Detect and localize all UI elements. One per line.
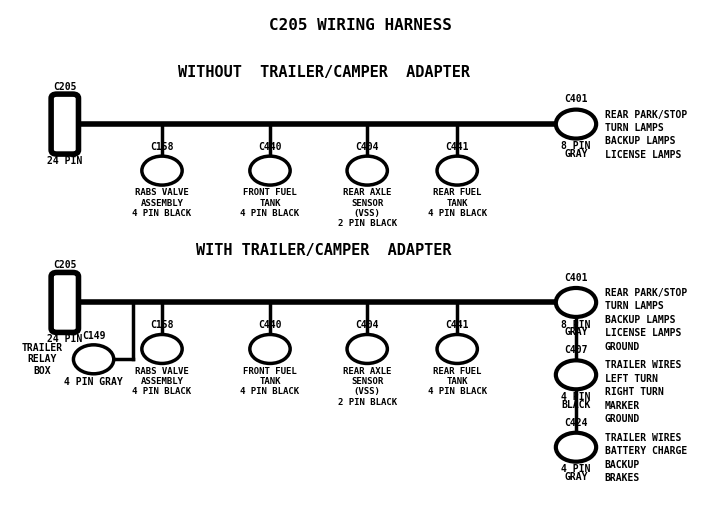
Text: RABS VALVE
ASSEMBLY
4 PIN BLACK: RABS VALVE ASSEMBLY 4 PIN BLACK xyxy=(132,367,192,397)
Text: BATTERY CHARGE: BATTERY CHARGE xyxy=(605,446,687,456)
Text: WITHOUT  TRAILER/CAMPER  ADAPTER: WITHOUT TRAILER/CAMPER ADAPTER xyxy=(178,65,470,80)
Circle shape xyxy=(250,156,290,185)
Text: REAR AXLE
SENSOR
(VSS)
2 PIN BLACK: REAR AXLE SENSOR (VSS) 2 PIN BLACK xyxy=(338,188,397,229)
Text: LICENSE LAMPS: LICENSE LAMPS xyxy=(605,328,681,338)
Circle shape xyxy=(142,156,182,185)
Text: TRAILER WIRES: TRAILER WIRES xyxy=(605,433,681,443)
FancyBboxPatch shape xyxy=(51,272,78,332)
Text: 4 PIN: 4 PIN xyxy=(562,392,590,402)
Text: 24 PIN: 24 PIN xyxy=(48,156,82,166)
Text: TRAILER
RELAY
BOX: TRAILER RELAY BOX xyxy=(22,343,63,376)
Circle shape xyxy=(347,334,387,363)
Text: REAR AXLE
SENSOR
(VSS)
2 PIN BLACK: REAR AXLE SENSOR (VSS) 2 PIN BLACK xyxy=(338,367,397,407)
Text: TURN LAMPS: TURN LAMPS xyxy=(605,123,664,133)
Text: REAR FUEL
TANK
4 PIN BLACK: REAR FUEL TANK 4 PIN BLACK xyxy=(428,367,487,397)
Text: C401: C401 xyxy=(564,273,588,283)
Text: C440: C440 xyxy=(258,321,282,330)
Text: C441: C441 xyxy=(446,142,469,152)
Text: GROUND: GROUND xyxy=(605,342,640,352)
Text: TURN LAMPS: TURN LAMPS xyxy=(605,301,664,311)
Circle shape xyxy=(437,156,477,185)
Circle shape xyxy=(556,433,596,462)
Text: TRAILER WIRES: TRAILER WIRES xyxy=(605,360,681,370)
Circle shape xyxy=(556,360,596,389)
Text: REAR FUEL
TANK
4 PIN BLACK: REAR FUEL TANK 4 PIN BLACK xyxy=(428,188,487,218)
Text: 4 PIN: 4 PIN xyxy=(562,464,590,474)
Text: C158: C158 xyxy=(150,321,174,330)
Text: C441: C441 xyxy=(446,321,469,330)
Text: REAR PARK/STOP: REAR PARK/STOP xyxy=(605,110,687,119)
Text: C205 WIRING HARNESS: C205 WIRING HARNESS xyxy=(269,18,451,33)
Text: FRONT FUEL
TANK
4 PIN BLACK: FRONT FUEL TANK 4 PIN BLACK xyxy=(240,188,300,218)
Text: LEFT TURN: LEFT TURN xyxy=(605,374,657,384)
Text: C205: C205 xyxy=(53,261,76,270)
Text: REAR PARK/STOP: REAR PARK/STOP xyxy=(605,288,687,298)
Text: BRAKES: BRAKES xyxy=(605,473,640,483)
Text: 24 PIN: 24 PIN xyxy=(48,334,82,344)
Text: 4 PIN GRAY: 4 PIN GRAY xyxy=(64,377,123,387)
Circle shape xyxy=(347,156,387,185)
Text: GROUND: GROUND xyxy=(605,414,640,424)
Text: C158: C158 xyxy=(150,142,174,152)
Text: BACKUP LAMPS: BACKUP LAMPS xyxy=(605,315,675,325)
Text: C401: C401 xyxy=(564,95,588,104)
Text: 8 PIN: 8 PIN xyxy=(562,320,590,329)
Text: RABS VALVE
ASSEMBLY
4 PIN BLACK: RABS VALVE ASSEMBLY 4 PIN BLACK xyxy=(132,188,192,218)
Text: GRAY: GRAY xyxy=(564,327,588,337)
FancyBboxPatch shape xyxy=(51,94,78,154)
Text: GRAY: GRAY xyxy=(564,149,588,159)
Text: FRONT FUEL
TANK
4 PIN BLACK: FRONT FUEL TANK 4 PIN BLACK xyxy=(240,367,300,397)
Text: WITH TRAILER/CAMPER  ADAPTER: WITH TRAILER/CAMPER ADAPTER xyxy=(197,244,451,258)
Text: C440: C440 xyxy=(258,142,282,152)
Text: C404: C404 xyxy=(356,321,379,330)
Text: BACKUP: BACKUP xyxy=(605,460,640,469)
Circle shape xyxy=(250,334,290,363)
Text: BACKUP LAMPS: BACKUP LAMPS xyxy=(605,136,675,146)
Circle shape xyxy=(556,288,596,317)
Text: RIGHT TURN: RIGHT TURN xyxy=(605,387,664,397)
Text: GRAY: GRAY xyxy=(564,472,588,482)
Text: C205: C205 xyxy=(53,82,76,92)
Text: C407: C407 xyxy=(564,345,588,355)
Circle shape xyxy=(73,345,114,374)
Circle shape xyxy=(142,334,182,363)
Text: C149: C149 xyxy=(82,331,105,341)
Text: C424: C424 xyxy=(564,418,588,428)
Text: MARKER: MARKER xyxy=(605,401,640,410)
Circle shape xyxy=(437,334,477,363)
Text: LICENSE LAMPS: LICENSE LAMPS xyxy=(605,150,681,160)
Text: BLACK: BLACK xyxy=(562,400,590,409)
Circle shape xyxy=(556,110,596,139)
Text: 8 PIN: 8 PIN xyxy=(562,141,590,151)
Text: C404: C404 xyxy=(356,142,379,152)
